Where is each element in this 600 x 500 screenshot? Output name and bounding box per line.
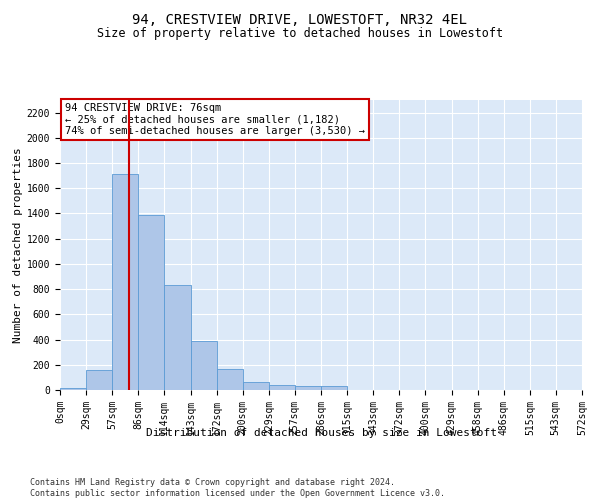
Bar bbox=[242, 382, 269, 390]
Bar bbox=[139, 214, 164, 390]
Text: Contains HM Land Registry data © Crown copyright and database right 2024.
Contai: Contains HM Land Registry data © Crown c… bbox=[30, 478, 445, 498]
Bar bbox=[191, 342, 217, 390]
Bar bbox=[60, 388, 86, 390]
Bar bbox=[321, 386, 347, 390]
Text: Distribution of detached houses by size in Lowestoft: Distribution of detached houses by size … bbox=[146, 428, 497, 438]
Bar bbox=[112, 174, 139, 390]
Text: 94 CRESTVIEW DRIVE: 76sqm
← 25% of detached houses are smaller (1,182)
74% of se: 94 CRESTVIEW DRIVE: 76sqm ← 25% of detac… bbox=[65, 103, 365, 136]
Bar bbox=[86, 370, 112, 390]
Text: 94, CRESTVIEW DRIVE, LOWESTOFT, NR32 4EL: 94, CRESTVIEW DRIVE, LOWESTOFT, NR32 4EL bbox=[133, 12, 467, 26]
Bar bbox=[269, 385, 295, 390]
Text: Size of property relative to detached houses in Lowestoft: Size of property relative to detached ho… bbox=[97, 28, 503, 40]
Y-axis label: Number of detached properties: Number of detached properties bbox=[13, 147, 23, 343]
Bar bbox=[217, 369, 242, 390]
Bar bbox=[295, 386, 321, 390]
Bar bbox=[164, 284, 191, 390]
